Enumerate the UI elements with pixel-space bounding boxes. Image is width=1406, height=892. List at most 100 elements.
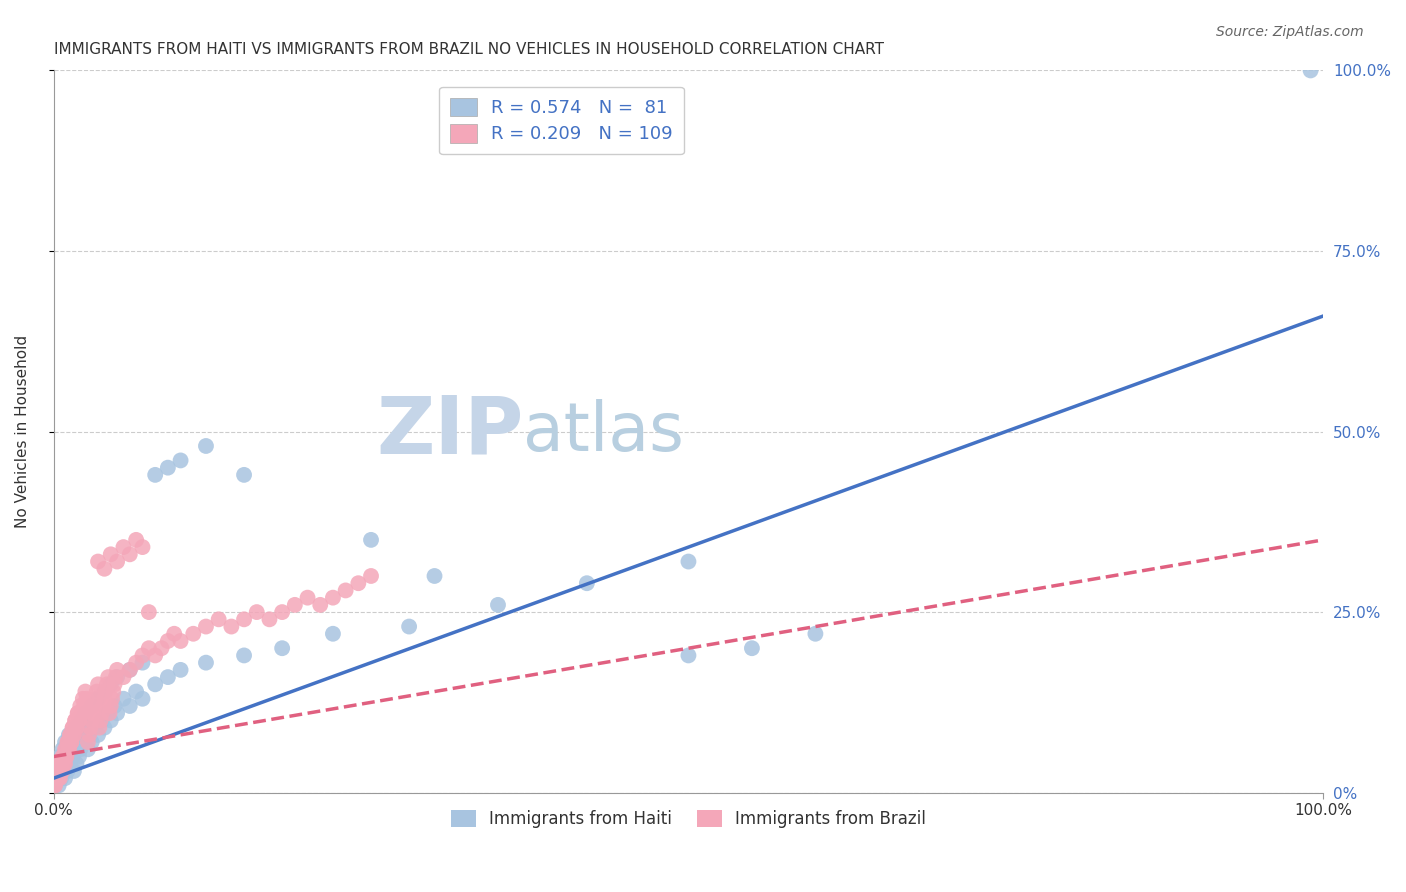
Text: atlas: atlas [523, 399, 685, 465]
Point [70, 706, 93, 721]
Point [44, 779, 66, 793]
Point [678, 648, 700, 663]
Point [46, 771, 69, 785]
Point [62, 721, 84, 735]
Point [169, 663, 191, 677]
Point [87, 677, 110, 691]
Point [271, 641, 294, 656]
Point [66, 706, 89, 721]
Point [93, 691, 115, 706]
Point [100, 714, 122, 728]
Point [77, 742, 100, 756]
Point [131, 656, 153, 670]
Point [63, 728, 86, 742]
Point [118, 547, 141, 561]
Point [246, 605, 269, 619]
Point [72, 735, 94, 749]
Point [49, 764, 72, 778]
Point [97, 670, 120, 684]
Point [51, 756, 73, 771]
Point [76, 691, 98, 706]
Point [156, 670, 179, 684]
Point [678, 555, 700, 569]
Point [100, 547, 122, 561]
Point [51, 764, 73, 778]
Point [56, 735, 79, 749]
Point [53, 735, 76, 749]
Point [49, 771, 72, 785]
Point [105, 555, 128, 569]
Point [360, 533, 382, 547]
Point [70, 728, 93, 742]
Point [105, 670, 128, 684]
Point [51, 742, 73, 756]
Point [221, 619, 243, 633]
Text: ZIP: ZIP [377, 392, 523, 471]
Point [208, 612, 231, 626]
Point [63, 714, 86, 728]
Point [93, 721, 115, 735]
Point [804, 626, 827, 640]
Text: IMMIGRANTS FROM HAITI VS IMMIGRANTS FROM BRAZIL NO VEHICLES IN HOUSEHOLD CORRELA: IMMIGRANTS FROM HAITI VS IMMIGRANTS FROM… [53, 42, 883, 57]
Point [66, 735, 89, 749]
Point [46, 764, 69, 778]
Point [55, 749, 77, 764]
Point [156, 460, 179, 475]
Point [58, 742, 80, 756]
Point [48, 771, 70, 785]
Point [347, 576, 370, 591]
Point [86, 684, 108, 698]
Point [398, 619, 420, 633]
Point [49, 749, 72, 764]
Point [53, 771, 76, 785]
Point [90, 714, 112, 728]
Point [55, 756, 77, 771]
Point [297, 591, 319, 605]
Point [67, 714, 90, 728]
Point [58, 728, 80, 742]
Point [93, 562, 115, 576]
Point [75, 728, 97, 742]
Point [89, 721, 111, 735]
Point [44, 779, 66, 793]
Point [79, 721, 101, 735]
Legend: Immigrants from Haiti, Immigrants from Brazil: Immigrants from Haiti, Immigrants from B… [444, 804, 932, 835]
Point [105, 663, 128, 677]
Point [181, 626, 204, 640]
Point [46, 764, 69, 778]
Point [118, 663, 141, 677]
Point [52, 756, 75, 771]
Point [60, 742, 83, 756]
Point [51, 764, 73, 778]
Point [62, 721, 84, 735]
Point [70, 714, 93, 728]
Point [233, 648, 256, 663]
Point [125, 533, 148, 547]
Point [77, 735, 100, 749]
Point [45, 771, 67, 785]
Point [84, 691, 107, 706]
Point [48, 779, 70, 793]
Point [131, 540, 153, 554]
Point [60, 735, 83, 749]
Point [101, 691, 124, 706]
Point [233, 467, 256, 482]
Point [65, 721, 87, 735]
Point [105, 706, 128, 721]
Point [65, 721, 87, 735]
Point [53, 742, 76, 756]
Point [486, 598, 509, 612]
Point [63, 728, 86, 742]
Point [55, 742, 77, 756]
Point [73, 698, 96, 713]
Point [360, 569, 382, 583]
Point [87, 691, 110, 706]
Point [45, 771, 67, 785]
Point [138, 605, 160, 619]
Point [98, 706, 121, 721]
Point [87, 555, 110, 569]
Point [309, 598, 332, 612]
Point [51, 764, 73, 778]
Point [96, 677, 118, 691]
Point [80, 706, 103, 721]
